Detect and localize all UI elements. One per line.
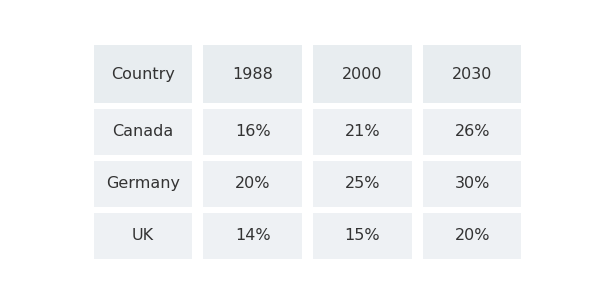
Bar [94,45,192,103]
Text: 26%: 26% [455,124,490,139]
Text: 20%: 20% [235,176,271,191]
Bar [313,161,412,207]
Bar [203,45,302,103]
Bar [203,161,302,207]
Text: 21%: 21% [344,124,380,139]
Bar [423,161,521,207]
Bar [94,213,192,259]
Text: 16%: 16% [235,124,271,139]
Bar [313,213,412,259]
Bar [313,109,412,155]
Text: 15%: 15% [344,228,380,243]
Bar [423,45,521,103]
Bar [94,161,192,207]
Bar [423,213,521,259]
Text: 2000: 2000 [342,67,383,82]
Bar [423,109,521,155]
Bar [313,45,412,103]
Text: Germany: Germany [106,176,180,191]
Bar [203,213,302,259]
Text: 30%: 30% [455,176,490,191]
Text: 2030: 2030 [452,67,493,82]
Text: Country: Country [111,67,175,82]
Text: 14%: 14% [235,228,271,243]
Text: 20%: 20% [455,228,490,243]
Text: 25%: 25% [344,176,380,191]
Text: 1988: 1988 [232,67,273,82]
Text: UK: UK [131,228,154,243]
Bar [94,109,192,155]
Text: Canada: Canada [112,124,173,139]
Bar [203,109,302,155]
